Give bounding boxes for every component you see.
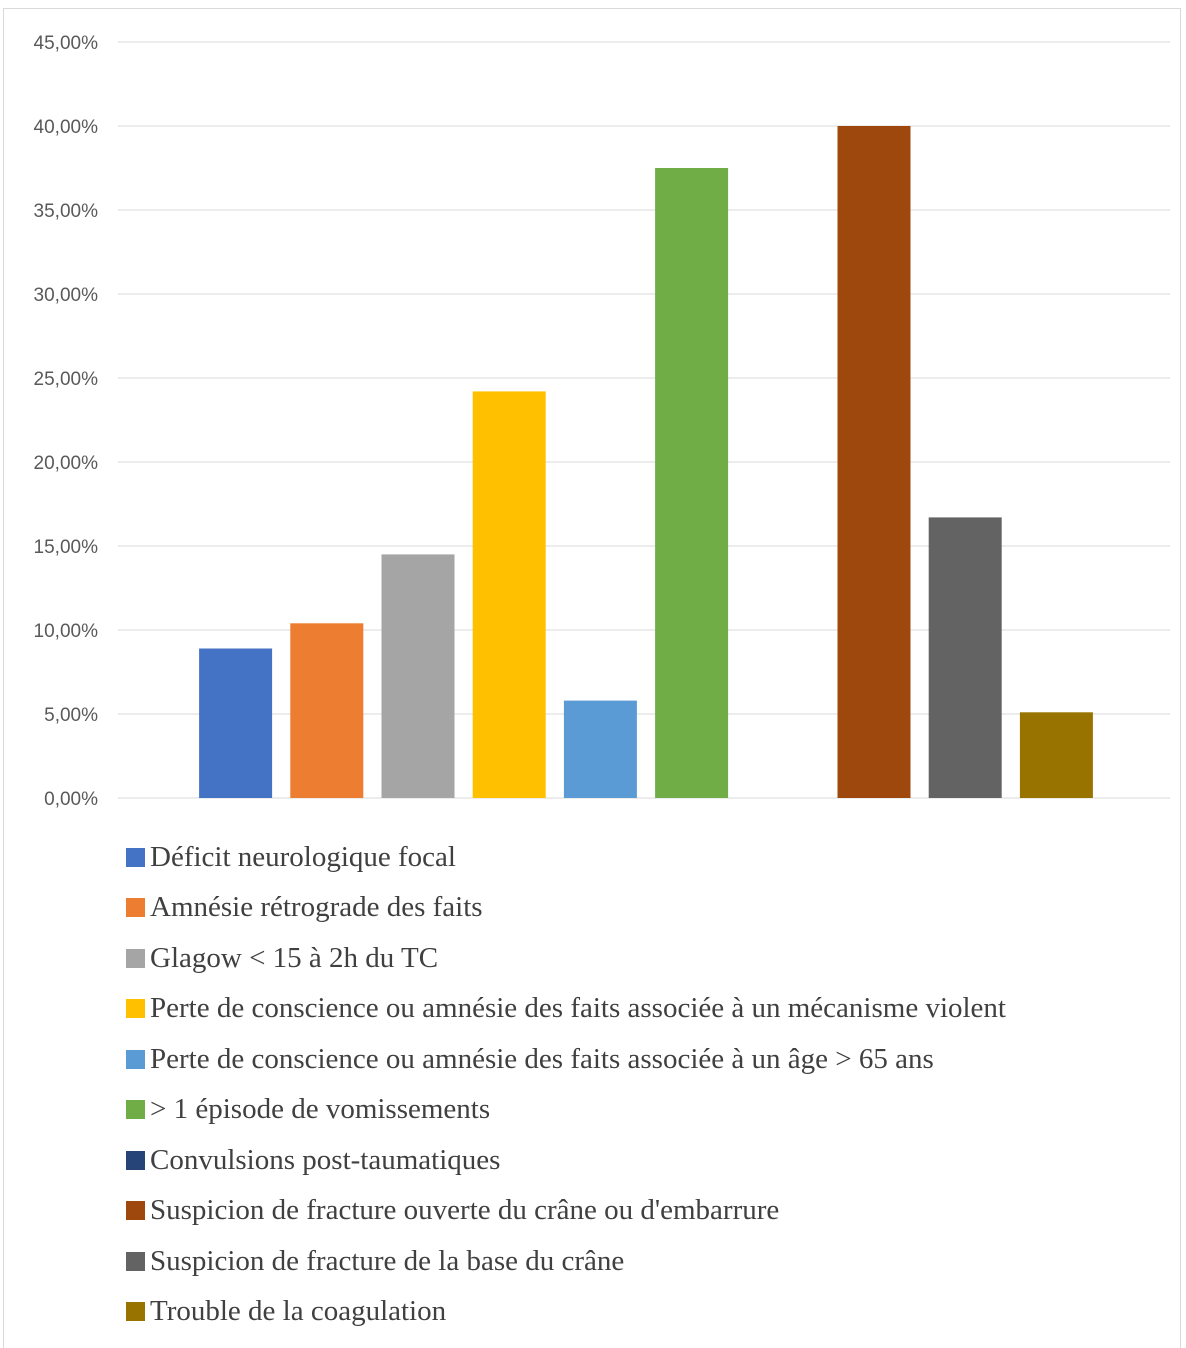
legend-item: Perte de conscience ou amnésie des faits…	[126, 984, 1006, 1035]
y-tick-label: 20,00%	[34, 453, 99, 474]
bar	[1019, 712, 1093, 798]
y-tick-label: 30,00%	[34, 285, 99, 306]
y-axis-tick-labels: 0,00% 5,00% 10,00% 15,00% 20,00% 25,00% 30,00%…	[34, 33, 99, 810]
legend-item: Glagow < 15 à 2h du TC	[126, 933, 1006, 984]
bar	[472, 391, 546, 798]
legend-label: > 1 épisode de vomissements	[150, 1093, 491, 1126]
y-tick-label: 35,00%	[34, 201, 99, 222]
y-tick-label: 5,00%	[44, 705, 98, 726]
y-tick-label: 10,00%	[34, 621, 99, 642]
legend-item: Suspicion de fracture ouverte du crâne o…	[126, 1186, 1006, 1237]
bar	[381, 554, 455, 798]
legend-label: Perte de conscience ou amnésie des faits…	[150, 1042, 934, 1075]
y-tick-label: 0,00%	[44, 789, 98, 810]
gridlines	[118, 41, 1170, 799]
legend-swatch	[126, 948, 145, 968]
legend-label: Trouble de la coagulation	[150, 1295, 447, 1328]
bar	[655, 168, 729, 798]
legend: Déficit neurologique focal Amnésie rétrog…	[126, 832, 1006, 1337]
legend-swatch	[126, 1150, 145, 1170]
legend-swatch	[126, 1302, 145, 1322]
y-tick-label: 45,00%	[34, 33, 99, 54]
legend-label: Suspicion de fracture ouverte du crâne o…	[150, 1194, 780, 1227]
legend-swatch	[126, 847, 145, 867]
legend-item: Perte de conscience ou amnésie des faits…	[126, 1034, 1006, 1085]
legend-item: > 1 épisode de vomissements	[126, 1085, 1006, 1136]
legend-swatch	[126, 1251, 145, 1271]
legend-item: Amnésie rétrograde des faits	[126, 883, 1006, 934]
bar	[563, 700, 637, 798]
legend-item: Trouble de la coagulation	[126, 1287, 1006, 1338]
y-tick-label: 25,00%	[34, 369, 99, 390]
legend-item: Suspicion de fracture de la base du crân…	[126, 1236, 1006, 1287]
legend-swatch	[126, 898, 145, 918]
legend-label: Amnésie rétrograde des faits	[150, 891, 483, 924]
bar	[837, 126, 911, 798]
bar	[290, 623, 364, 798]
bar	[928, 517, 1002, 798]
legend-label: Convulsions post-taumatiques	[150, 1143, 501, 1176]
legend-label: Perte de conscience ou amnésie des faits…	[150, 992, 1006, 1025]
bar	[199, 648, 273, 798]
legend-label: Suspicion de fracture de la base du crân…	[150, 1244, 625, 1277]
y-tick-label: 40,00%	[34, 117, 99, 138]
bars	[199, 126, 1093, 798]
legend-swatch	[126, 1049, 145, 1069]
legend-swatch	[126, 1201, 145, 1221]
legend-swatch	[126, 1100, 145, 1120]
bar-chart: 0,00% 5,00% 10,00% 15,00% 20,00% 25,00% 30,00%…	[34, 33, 1170, 810]
legend-label: Glagow < 15 à 2h du TC	[150, 941, 439, 974]
legend-label: Déficit neurologique focal	[150, 840, 456, 873]
legend-item: Convulsions post-taumatiques	[126, 1135, 1006, 1186]
y-tick-label: 15,00%	[34, 537, 99, 558]
legend-swatch	[126, 999, 145, 1019]
legend-item: Déficit neurologique focal	[126, 832, 1006, 883]
